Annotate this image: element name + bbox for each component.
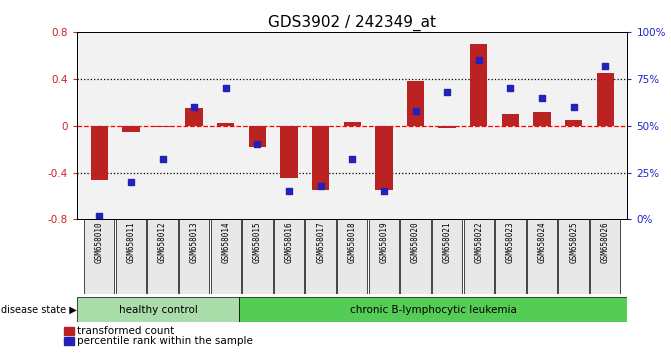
Title: GDS3902 / 242349_at: GDS3902 / 242349_at bbox=[268, 14, 436, 30]
Bar bbox=[217, 123, 234, 126]
Text: transformed count: transformed count bbox=[77, 326, 174, 336]
Point bbox=[600, 63, 611, 68]
Text: percentile rank within the sample: percentile rank within the sample bbox=[77, 336, 253, 346]
Bar bbox=[533, 112, 551, 126]
Point bbox=[125, 179, 136, 185]
Text: GSM658025: GSM658025 bbox=[569, 222, 578, 263]
Bar bbox=[84, 219, 115, 294]
Text: GSM658026: GSM658026 bbox=[601, 222, 610, 263]
Text: GSM658010: GSM658010 bbox=[95, 222, 104, 263]
Bar bbox=[337, 219, 368, 294]
Point bbox=[442, 89, 452, 95]
Point bbox=[505, 85, 516, 91]
Bar bbox=[305, 219, 336, 294]
Text: GSM658021: GSM658021 bbox=[443, 222, 452, 263]
Bar bbox=[242, 219, 272, 294]
Bar bbox=[438, 126, 456, 128]
Point bbox=[410, 108, 421, 114]
Point bbox=[347, 156, 358, 162]
Point bbox=[94, 213, 105, 218]
Point bbox=[474, 57, 484, 63]
Bar bbox=[280, 126, 298, 178]
Bar bbox=[91, 126, 108, 179]
Point bbox=[284, 188, 295, 194]
Bar bbox=[401, 219, 431, 294]
Bar bbox=[211, 219, 241, 294]
Text: GSM658012: GSM658012 bbox=[158, 222, 167, 263]
Point bbox=[568, 104, 579, 110]
Text: GSM658020: GSM658020 bbox=[411, 222, 420, 263]
Point bbox=[537, 95, 548, 101]
Point bbox=[189, 104, 199, 110]
Text: GSM658017: GSM658017 bbox=[316, 222, 325, 263]
Text: disease state ▶: disease state ▶ bbox=[1, 305, 77, 315]
Text: healthy control: healthy control bbox=[119, 305, 197, 315]
Bar bbox=[565, 120, 582, 126]
Text: GSM658023: GSM658023 bbox=[506, 222, 515, 263]
Bar bbox=[154, 126, 171, 127]
Text: GSM658011: GSM658011 bbox=[126, 222, 136, 263]
Point bbox=[157, 156, 168, 162]
Bar bbox=[495, 219, 525, 294]
Bar bbox=[122, 126, 140, 132]
Bar bbox=[597, 73, 614, 126]
Text: GSM658018: GSM658018 bbox=[348, 222, 357, 263]
Bar bbox=[344, 122, 361, 126]
Bar bbox=[464, 219, 494, 294]
Point bbox=[220, 85, 231, 91]
Text: GSM658024: GSM658024 bbox=[537, 222, 546, 263]
Bar bbox=[274, 219, 304, 294]
Text: GSM658014: GSM658014 bbox=[221, 222, 230, 263]
Text: GSM658016: GSM658016 bbox=[285, 222, 293, 263]
Bar bbox=[470, 44, 487, 126]
Text: GSM658019: GSM658019 bbox=[379, 222, 389, 263]
Bar bbox=[407, 81, 424, 126]
Bar bbox=[249, 126, 266, 147]
Bar bbox=[369, 219, 399, 294]
Bar bbox=[115, 219, 146, 294]
Bar bbox=[185, 108, 203, 126]
Bar bbox=[148, 219, 178, 294]
Bar bbox=[432, 219, 462, 294]
Point bbox=[252, 142, 263, 147]
Text: GSM658015: GSM658015 bbox=[253, 222, 262, 263]
Bar bbox=[527, 219, 557, 294]
Text: GSM658022: GSM658022 bbox=[474, 222, 483, 263]
Bar bbox=[239, 297, 627, 322]
Text: GSM658013: GSM658013 bbox=[190, 222, 199, 263]
Bar bbox=[502, 114, 519, 126]
Point bbox=[315, 183, 326, 189]
Bar bbox=[558, 219, 589, 294]
Point bbox=[378, 188, 389, 194]
Text: chronic B-lymphocytic leukemia: chronic B-lymphocytic leukemia bbox=[350, 305, 517, 315]
Bar bbox=[375, 126, 393, 190]
Bar bbox=[312, 126, 329, 190]
Bar bbox=[77, 297, 239, 322]
Bar bbox=[179, 219, 209, 294]
Bar bbox=[590, 219, 621, 294]
